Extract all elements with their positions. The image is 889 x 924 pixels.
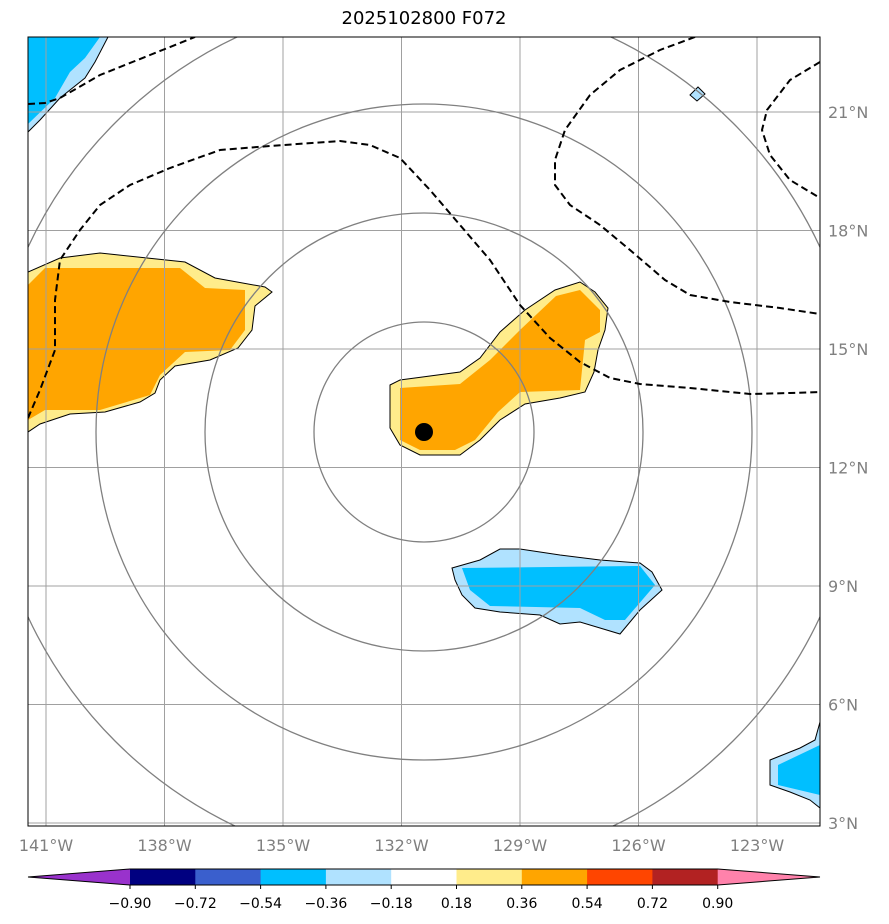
colorbar-extend-max <box>717 869 820 885</box>
colorbar: −0.90 −0.72 −0.54 −0.36 −0.18 0.18 0.36 0.54 0.7… <box>27 868 821 912</box>
lon-label: 138°W <box>137 836 192 855</box>
negative-anomaly-south <box>451 548 663 635</box>
colorbar-extend-min <box>28 869 130 885</box>
lat-label: 6°N <box>828 696 858 715</box>
lon-axis-labels: 141°W 138°W 135°W 132°W 129°W 126°W 123°… <box>19 836 785 855</box>
dashed-contours <box>28 37 820 419</box>
map-frame <box>27 36 821 827</box>
colorbar-bin <box>587 869 653 885</box>
colorbar-bin <box>130 869 196 885</box>
negative-anomaly-small <box>689 86 706 102</box>
lon-label: 129°W <box>493 836 548 855</box>
range-rings <box>28 37 820 826</box>
lat-label: 9°N <box>828 577 858 596</box>
colorbar-tick-label: 0.36 <box>506 896 537 912</box>
colorbar-tick-label: 0.54 <box>572 896 603 912</box>
colorbar-bin <box>260 869 327 885</box>
colorbar-bin <box>195 869 262 885</box>
colorbar-tick-label: −0.54 <box>239 896 282 912</box>
lat-label: 3°N <box>828 814 858 833</box>
lon-label: 132°W <box>374 836 429 855</box>
colorbar-tick-label: −0.36 <box>304 896 347 912</box>
colorbar-tick-label: 0.18 <box>441 896 472 912</box>
positive-anomaly-center <box>389 281 609 456</box>
graticule <box>28 37 820 826</box>
lat-label: 12°N <box>828 459 868 478</box>
colorbar-bin <box>521 869 588 885</box>
lat-label: 21°N <box>828 103 868 122</box>
lon-label: 141°W <box>19 836 74 855</box>
storm-center-marker <box>415 423 433 441</box>
colorbar-bin <box>325 869 392 885</box>
colorbar-bin <box>456 869 523 885</box>
colorbar-tick-label: 0.90 <box>702 896 733 912</box>
lat-label: 18°N <box>828 222 868 241</box>
lat-label: 15°N <box>828 340 868 359</box>
lon-label: 135°W <box>256 836 311 855</box>
colorbar-tick-label: −0.18 <box>370 896 413 912</box>
negative-anomaly-southeast <box>769 721 820 809</box>
lon-label: 126°W <box>611 836 666 855</box>
positive-anomaly-west <box>28 252 273 433</box>
colorbar-tick-label: −0.90 <box>109 896 152 912</box>
colorbar-bin <box>652 869 719 885</box>
lat-axis-labels: 21°N 18°N 15°N 12°N 9°N 6°N 3°N <box>828 103 868 833</box>
colorbar-tick-label: 0.72 <box>637 896 668 912</box>
negative-anomaly-northwest <box>28 37 109 133</box>
lon-label: 123°W <box>730 836 785 855</box>
colorbar-bin <box>391 869 457 885</box>
plot-title: 2025102800 F072 <box>341 8 507 29</box>
colorbar-tick-label: −0.72 <box>174 896 217 912</box>
